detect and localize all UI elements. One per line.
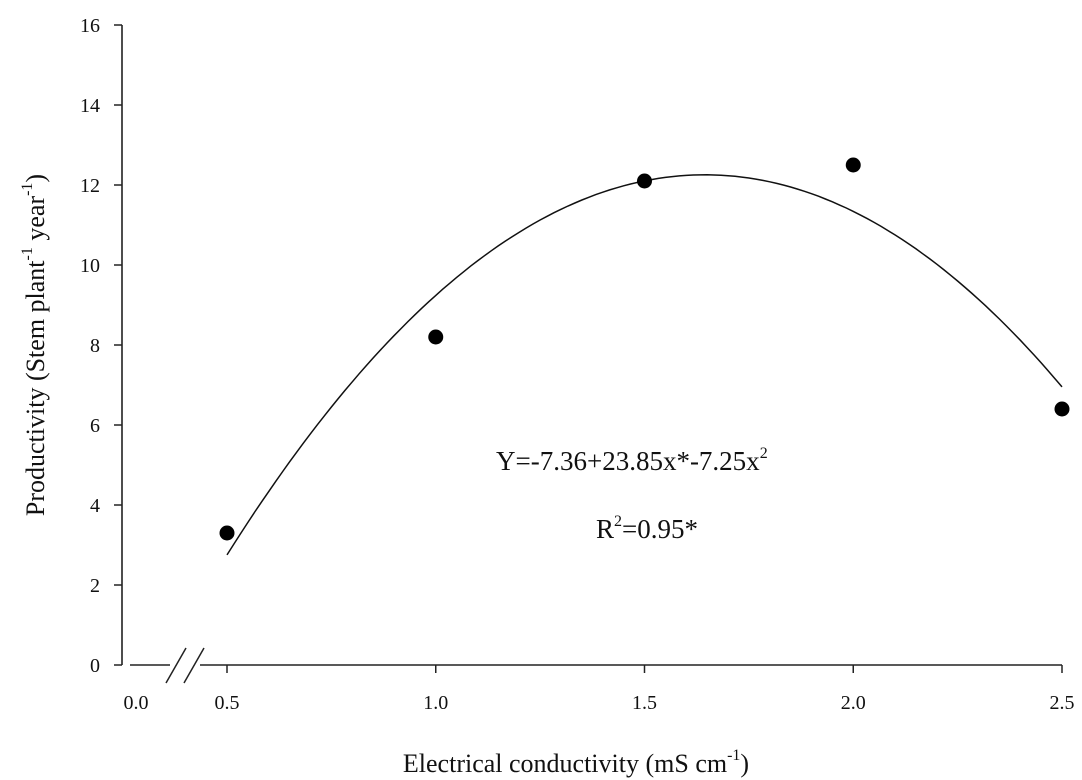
axes: 0 2 4 6 8 10 12 14 16 0.0 0.5 1.0 1.5 2.0 2.5	[80, 15, 1075, 714]
data-point	[637, 173, 652, 189]
y-axis-sup-2: -1	[19, 183, 36, 196]
y-tick-label: 14	[80, 95, 100, 117]
x-tick-label: 1.5	[632, 692, 657, 714]
equation-superscript: 2	[760, 445, 768, 462]
y-axis-sup-1: -1	[19, 247, 36, 260]
y-axis-label-main: Productivity (Stem plant	[21, 260, 50, 516]
y-tick-label: 6	[90, 415, 100, 437]
y-tick-label: 12	[80, 175, 100, 197]
r2-value: =0.95*	[622, 514, 698, 544]
x-tick-label: 2.0	[841, 692, 866, 714]
y-tick-label: 4	[90, 495, 100, 517]
y-tick-label: 0	[90, 655, 100, 677]
equation-text: Y=-7.36+23.85x*-7.25x	[496, 446, 760, 476]
data-point	[1054, 401, 1070, 417]
y-axis-label-post: )	[21, 174, 50, 183]
x-axis-break-mark	[183, 647, 205, 684]
data-point	[428, 329, 444, 345]
y-axis-label-mid: year	[21, 196, 50, 248]
x-tick-label: 0.5	[215, 692, 240, 714]
data-point	[845, 157, 861, 173]
x-axis-break-mark	[165, 647, 187, 684]
y-tick-label: 16	[80, 15, 100, 37]
r2-annotation: R2=0.95*	[596, 513, 698, 544]
x-axis-label-main: Electrical conductivity	[403, 749, 639, 778]
fit-curve-layer	[226, 174, 1063, 556]
x-axis-label: Electrical conductivity (mS cm-1)	[403, 747, 749, 778]
x-tick-label: 1.0	[423, 692, 448, 714]
x-tick-label: 2.5	[1050, 692, 1075, 714]
y-tick-label: 2	[90, 575, 100, 597]
x-axis-unit-sup: -1	[727, 747, 740, 764]
data-points-layer	[219, 157, 1070, 541]
x-axis-unit-pre: (mS cm	[645, 749, 727, 778]
data-point	[219, 525, 235, 541]
r2-prefix: R	[596, 514, 614, 544]
y-axis-label: Productivity (Stem plant-1 year-1)	[19, 174, 50, 516]
r2-superscript: 2	[614, 513, 622, 530]
y-tick-label: 8	[90, 335, 100, 357]
x-tick-label: 0.0	[124, 692, 149, 714]
y-tick-label: 10	[80, 255, 100, 277]
fit-curve	[226, 174, 1063, 556]
equation-annotation: Y=-7.36+23.85x*-7.25x2	[496, 445, 768, 476]
x-axis-unit-post: )	[740, 749, 749, 778]
